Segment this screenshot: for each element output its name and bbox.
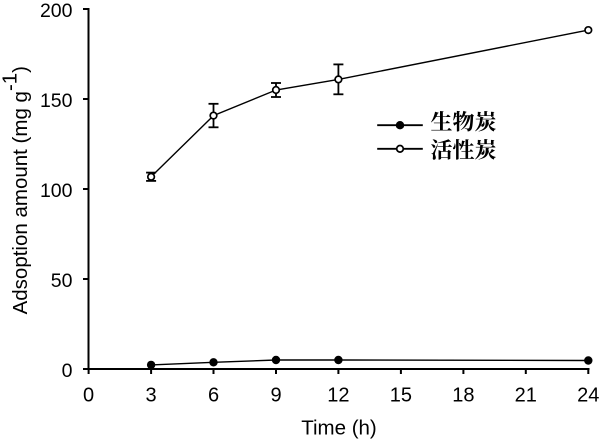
svg-text:0: 0 (62, 360, 73, 382)
svg-text:15: 15 (390, 384, 412, 406)
svg-text:18: 18 (452, 384, 474, 406)
svg-text:Time (h): Time (h) (301, 417, 377, 440)
svg-text:9: 9 (270, 384, 281, 406)
svg-text:12: 12 (327, 384, 349, 406)
svg-text:0: 0 (83, 384, 94, 406)
svg-text:24: 24 (577, 384, 599, 406)
svg-text:50: 50 (51, 270, 73, 292)
svg-text:200: 200 (40, 0, 73, 22)
svg-text:100: 100 (40, 180, 73, 202)
svg-text:6: 6 (208, 384, 219, 406)
svg-text:150: 150 (40, 90, 73, 112)
svg-text:3: 3 (146, 384, 157, 406)
svg-text:21: 21 (515, 384, 537, 406)
